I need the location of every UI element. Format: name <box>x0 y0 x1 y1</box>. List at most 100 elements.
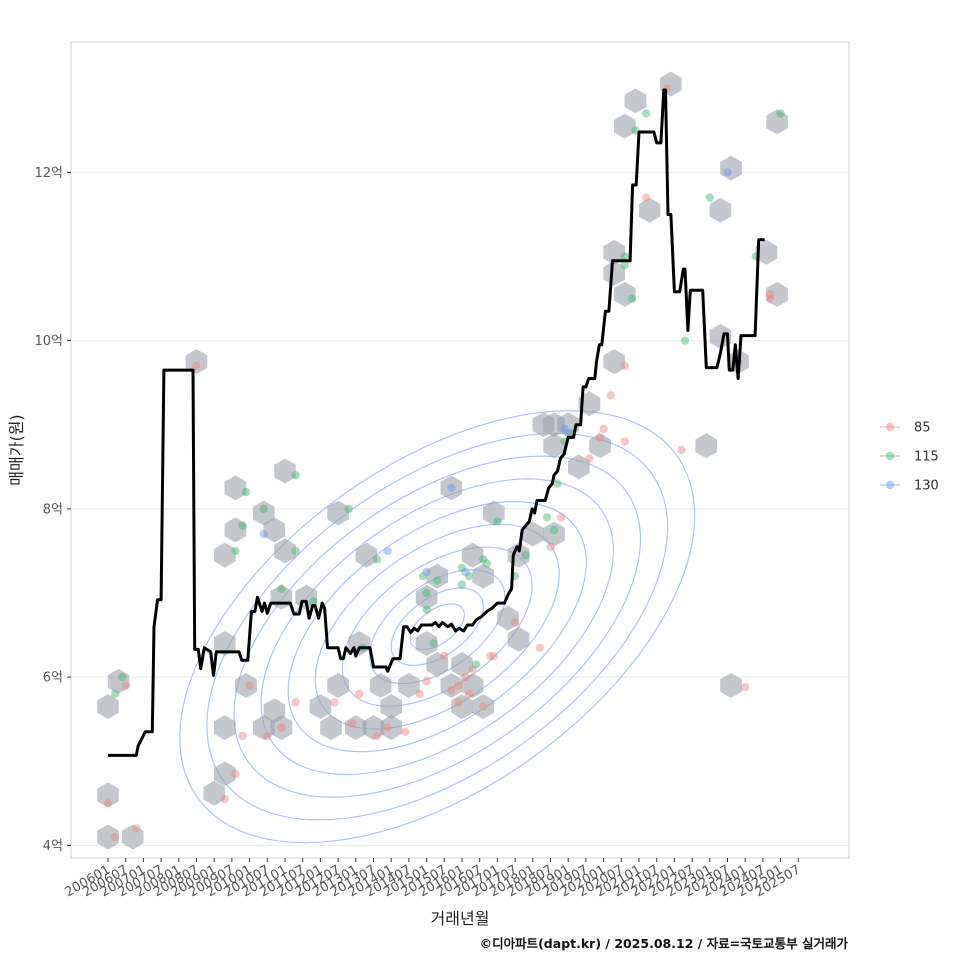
hexbin-cell <box>497 605 519 631</box>
hexbin-cell <box>274 538 296 564</box>
hexbin-cell <box>214 715 236 741</box>
legend-key-dot <box>885 422 895 432</box>
x-axis-ticks: 2006012006072007012007072008012008072009… <box>63 858 803 900</box>
data-point-115 <box>457 580 467 589</box>
data-point-85 <box>422 677 431 686</box>
hexbin-cell <box>97 694 119 720</box>
hexbin-cell <box>252 500 275 526</box>
hexbin-cell <box>440 673 463 698</box>
data-point-115 <box>457 563 467 572</box>
data-point-85 <box>454 698 463 707</box>
data-point-85 <box>330 698 339 707</box>
legend: 85 115 130 <box>880 421 939 494</box>
hexbin-cell <box>472 563 495 589</box>
data-point-85 <box>454 681 463 690</box>
data-point-85 <box>620 361 630 371</box>
data-point-115 <box>521 550 530 560</box>
grid-layer <box>71 171 849 846</box>
data-point-85 <box>486 651 495 661</box>
hexbin-cell <box>614 281 636 307</box>
hexbin-cell <box>362 715 385 741</box>
data-point-85 <box>383 723 392 732</box>
data-point-85 <box>599 424 608 434</box>
data-point-85 <box>535 643 545 652</box>
hexbin-cell <box>415 631 438 656</box>
data-point-115 <box>464 571 474 581</box>
data-point-85 <box>585 454 594 463</box>
hexbin-cell <box>214 631 236 656</box>
data-point-85 <box>103 799 113 808</box>
hexbin-cell <box>440 475 463 501</box>
hexbin-cell <box>320 715 342 741</box>
data-point-115 <box>620 252 630 261</box>
legend-label: 115 <box>914 450 939 465</box>
hexbin-cell <box>624 88 647 114</box>
hexbin-cell <box>695 433 718 459</box>
data-point-85 <box>546 542 555 551</box>
hexbin-cell <box>97 824 119 850</box>
hexbin-cell <box>568 454 590 480</box>
source-caption: ©디아파트(dapt.kr) / 2025.08.12 / 자료=국토교통부 실… <box>479 936 848 951</box>
data-point-115 <box>482 559 491 568</box>
hexbin-cell <box>603 239 625 265</box>
hexbin-cell <box>327 500 349 526</box>
hexbin-cell <box>709 197 732 223</box>
hexbin-cell <box>603 260 625 286</box>
data-point-115 <box>241 487 251 497</box>
data-point-130 <box>422 567 431 577</box>
data-point-115 <box>231 546 240 556</box>
hexbin-cell <box>185 349 208 375</box>
density-contour <box>179 410 696 844</box>
data-point-85 <box>741 683 750 692</box>
data-point-85 <box>556 513 566 522</box>
hexbin-cell <box>578 391 601 417</box>
data-point-115 <box>309 597 318 606</box>
data-point-85 <box>510 618 520 627</box>
data-point-115 <box>479 555 488 564</box>
hexbin-cell <box>461 673 484 698</box>
data-point-85 <box>238 731 247 741</box>
hexbin-cell <box>263 517 286 543</box>
data-point-115 <box>344 504 353 514</box>
hexbin-cell <box>426 563 448 589</box>
hexbin-cell <box>451 652 473 677</box>
y-tick-label: 10억 <box>34 334 63 349</box>
data-point-130 <box>259 529 268 539</box>
data-point-115 <box>291 471 300 480</box>
hexbin-cell <box>426 652 448 677</box>
data-point-85 <box>677 445 686 455</box>
median-price-line <box>108 88 765 757</box>
data-point-130 <box>461 567 470 577</box>
data-point-85 <box>595 433 605 442</box>
data-point-85 <box>263 731 272 741</box>
data-point-130 <box>383 546 392 556</box>
hexbin-cell <box>507 626 530 652</box>
data-point-115 <box>259 504 268 514</box>
data-point-85 <box>415 689 424 699</box>
density-contour <box>287 500 587 753</box>
data-point-130 <box>723 168 732 177</box>
data-point-115 <box>493 517 502 526</box>
x-axis-title: 거래년월 <box>431 909 490 928</box>
y-axis-title: 매매가(원) <box>7 414 26 485</box>
legend-key-dot <box>885 451 895 461</box>
y-axis-ticks: 4억 6억 8억 10억 12억 <box>34 166 71 854</box>
hexbin-cell <box>603 349 625 375</box>
hexbin-cell <box>380 694 402 720</box>
data-point-115 <box>372 555 382 564</box>
data-point-115 <box>429 639 438 648</box>
data-point-85 <box>231 769 240 779</box>
median-line-layer <box>108 88 765 757</box>
hexbin-cell <box>483 500 505 526</box>
hexbin-cell <box>720 155 742 181</box>
data-point-115 <box>776 109 785 118</box>
hexbin-cell <box>345 715 367 741</box>
data-point-85 <box>220 794 230 804</box>
y-tick-label: 8억 <box>43 502 63 517</box>
data-point-85 <box>479 702 488 711</box>
data-point-85 <box>464 689 474 699</box>
hexbin-cell <box>327 673 349 698</box>
hexbin-cell <box>461 542 484 568</box>
hexbin-cell <box>252 715 275 741</box>
